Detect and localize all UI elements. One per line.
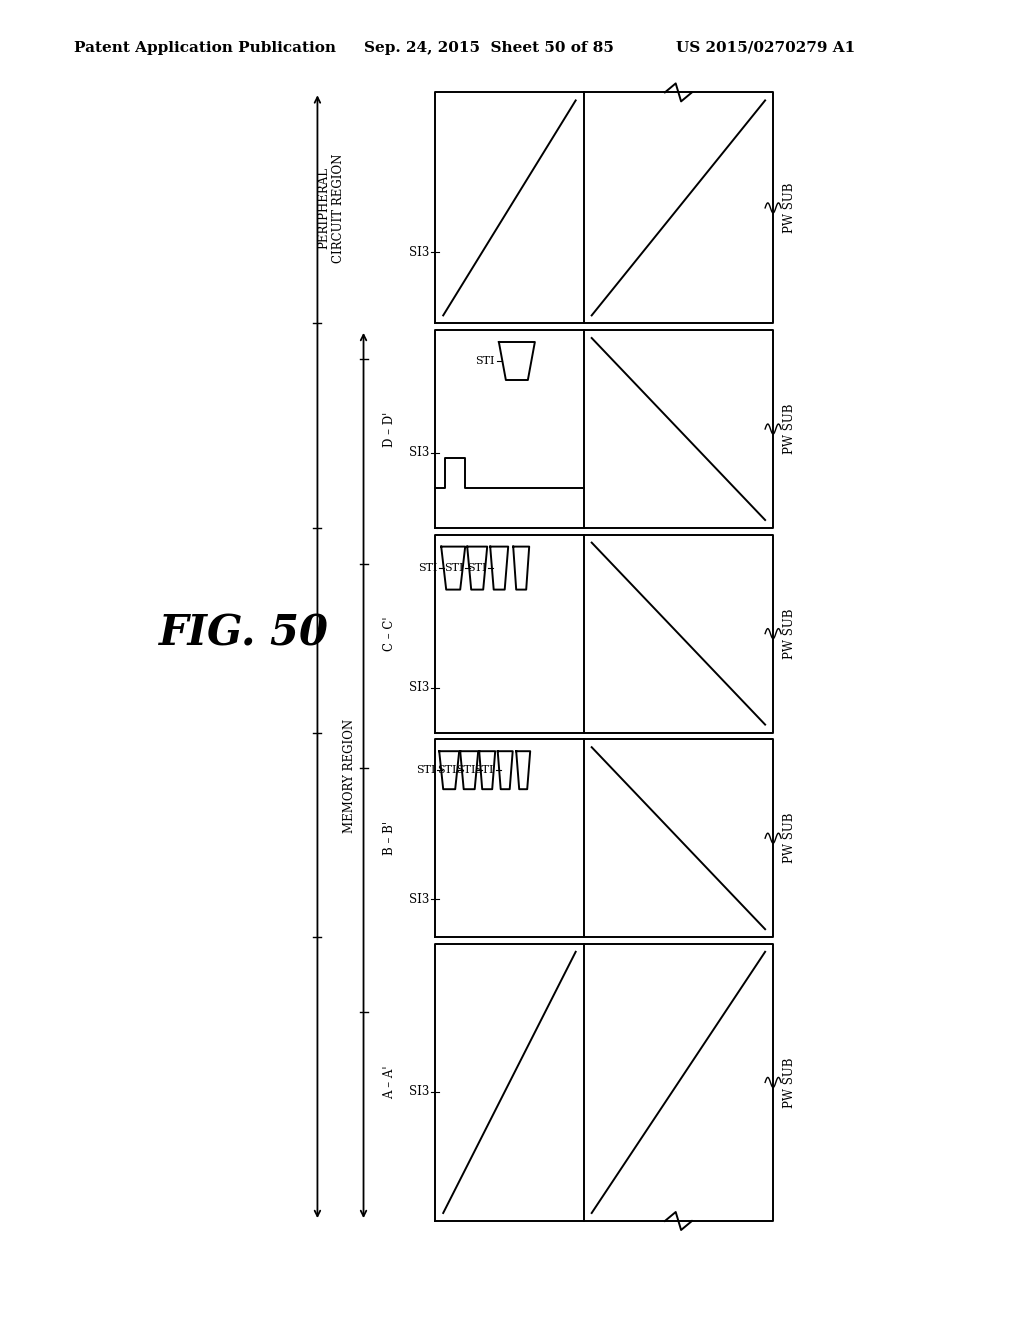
Text: PW SUB: PW SUB [783,182,796,234]
Text: FIG. 50: FIG. 50 [159,612,329,655]
Text: STI: STI [467,564,486,573]
Text: PW SUB: PW SUB [783,1057,796,1107]
Text: D – D': D – D' [383,412,395,446]
Text: STI: STI [418,564,437,573]
Text: Patent Application Publication: Patent Application Publication [74,41,336,54]
Text: A – A': A – A' [383,1065,395,1100]
Text: STI: STI [474,766,494,775]
Text: Sep. 24, 2015  Sheet 50 of 85: Sep. 24, 2015 Sheet 50 of 85 [364,41,613,54]
Text: MEMORY REGION: MEMORY REGION [343,718,356,833]
Text: SI3: SI3 [409,1085,429,1098]
Text: STI: STI [436,766,457,775]
Text: C – C': C – C' [383,616,395,651]
Text: SI3: SI3 [409,892,429,906]
Text: STI: STI [443,564,463,573]
Text: STI: STI [475,356,495,366]
Text: SI3: SI3 [409,246,429,259]
Text: SI3: SI3 [409,681,429,694]
Text: B – B': B – B' [383,821,395,855]
Text: STI: STI [416,766,435,775]
Text: PW SUB: PW SUB [783,609,796,659]
Text: US 2015/0270279 A1: US 2015/0270279 A1 [676,41,855,54]
Text: SI3: SI3 [409,446,429,459]
Text: PW SUB: PW SUB [783,404,796,454]
Text: STI: STI [456,766,475,775]
Text: PERIPHERAL
CIRCUIT REGION: PERIPHERAL CIRCUIT REGION [317,153,345,263]
Text: PW SUB: PW SUB [783,813,796,863]
